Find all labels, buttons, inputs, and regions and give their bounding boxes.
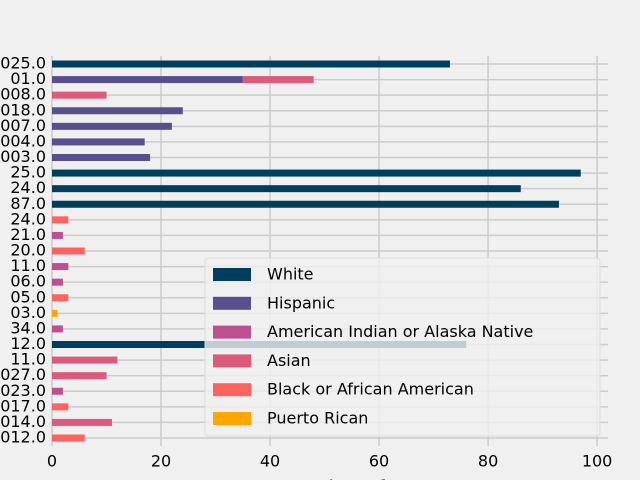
bar-segment xyxy=(52,294,69,302)
legend-label: American Indian or Alaska Native xyxy=(267,322,533,341)
y-tick-label: 008.0 xyxy=(0,85,46,104)
bar-segment xyxy=(52,387,63,395)
y-tick-label: 018.0 xyxy=(0,100,46,119)
bar-segment xyxy=(52,434,85,442)
bar-segment xyxy=(52,418,112,426)
bar-segment xyxy=(52,185,521,193)
x-tick-label: 0 xyxy=(47,452,57,471)
x-tick-label: 40 xyxy=(260,452,280,471)
y-tick-label: 87.0 xyxy=(10,194,46,213)
legend: White Hispanic American Indian or Alaska N… xyxy=(204,257,601,437)
bar-segment xyxy=(52,356,118,364)
legend-box xyxy=(204,257,601,437)
y-tick-label: 20.0 xyxy=(10,241,46,260)
y-tick-label: 06.0 xyxy=(10,272,46,291)
y-tick-label: 004.0 xyxy=(0,131,46,150)
bar-segment xyxy=(52,325,63,333)
legend-swatch xyxy=(213,268,251,281)
y-tick-label: 21.0 xyxy=(10,225,46,244)
y-tick-label: 003.0 xyxy=(0,147,46,166)
legend-label: Asian xyxy=(267,351,311,370)
y-tick-label: 25.0 xyxy=(10,163,46,182)
bar-segment xyxy=(52,247,85,255)
bar-segment xyxy=(52,231,63,239)
legend-swatch xyxy=(213,412,251,425)
legend-swatch xyxy=(213,354,251,368)
bar-segment xyxy=(52,138,145,146)
y-tick-label: 34.0 xyxy=(10,318,46,337)
y-tick-label: 11.0 xyxy=(10,256,46,275)
legend-swatch xyxy=(213,325,251,339)
bar-segment xyxy=(52,278,63,286)
y-tick-label: 01.0 xyxy=(10,69,46,88)
bar-segment xyxy=(52,107,183,115)
y-tick-label: 12.0 xyxy=(10,334,46,353)
y-tick-label: 023.0 xyxy=(0,381,46,400)
y-tick-label: 012.0 xyxy=(0,428,46,447)
legend-label: Puerto Rican xyxy=(267,409,368,428)
y-tick-label: 05.0 xyxy=(10,287,46,306)
y-tick-label: 014.0 xyxy=(0,412,46,431)
y-tick-label: 007.0 xyxy=(0,116,46,135)
legend-label: White xyxy=(267,265,314,284)
bar-segment xyxy=(52,403,69,411)
legend-label: Hispanic xyxy=(267,293,335,312)
x-axis-label: Number of I xyxy=(284,477,396,480)
bar-segment xyxy=(52,169,581,177)
bar-segment xyxy=(52,200,559,208)
bar-segment xyxy=(52,91,107,99)
y-tick-label: 24.0 xyxy=(10,178,46,197)
bar-segment xyxy=(52,372,107,380)
bar-segment xyxy=(52,263,69,271)
bar-segment xyxy=(52,154,151,161)
bar-segment xyxy=(52,76,243,84)
x-tick-label: 60 xyxy=(369,452,389,471)
x-tick-label: 20 xyxy=(151,452,171,471)
y-tick-label: 11.0 xyxy=(10,350,46,369)
x-tick-label: 80 xyxy=(478,452,498,471)
legend-swatch xyxy=(213,296,251,310)
x-tick-label: 100 xyxy=(582,452,613,471)
legend-swatch xyxy=(213,383,251,397)
bar-segment xyxy=(242,76,314,84)
bar-segment xyxy=(52,216,69,224)
y-tick-label: 24.0 xyxy=(10,209,46,228)
y-tick-label: 03.0 xyxy=(10,303,46,322)
bar-segment xyxy=(52,309,58,317)
y-tick-label: 017.0 xyxy=(0,396,46,415)
bar-segment xyxy=(52,60,450,68)
legend-label: Black or African American xyxy=(267,380,474,399)
y-tick-label: 027.0 xyxy=(0,365,46,384)
bar-segment xyxy=(52,122,172,130)
y-tick-label: 025.0 xyxy=(0,54,46,73)
